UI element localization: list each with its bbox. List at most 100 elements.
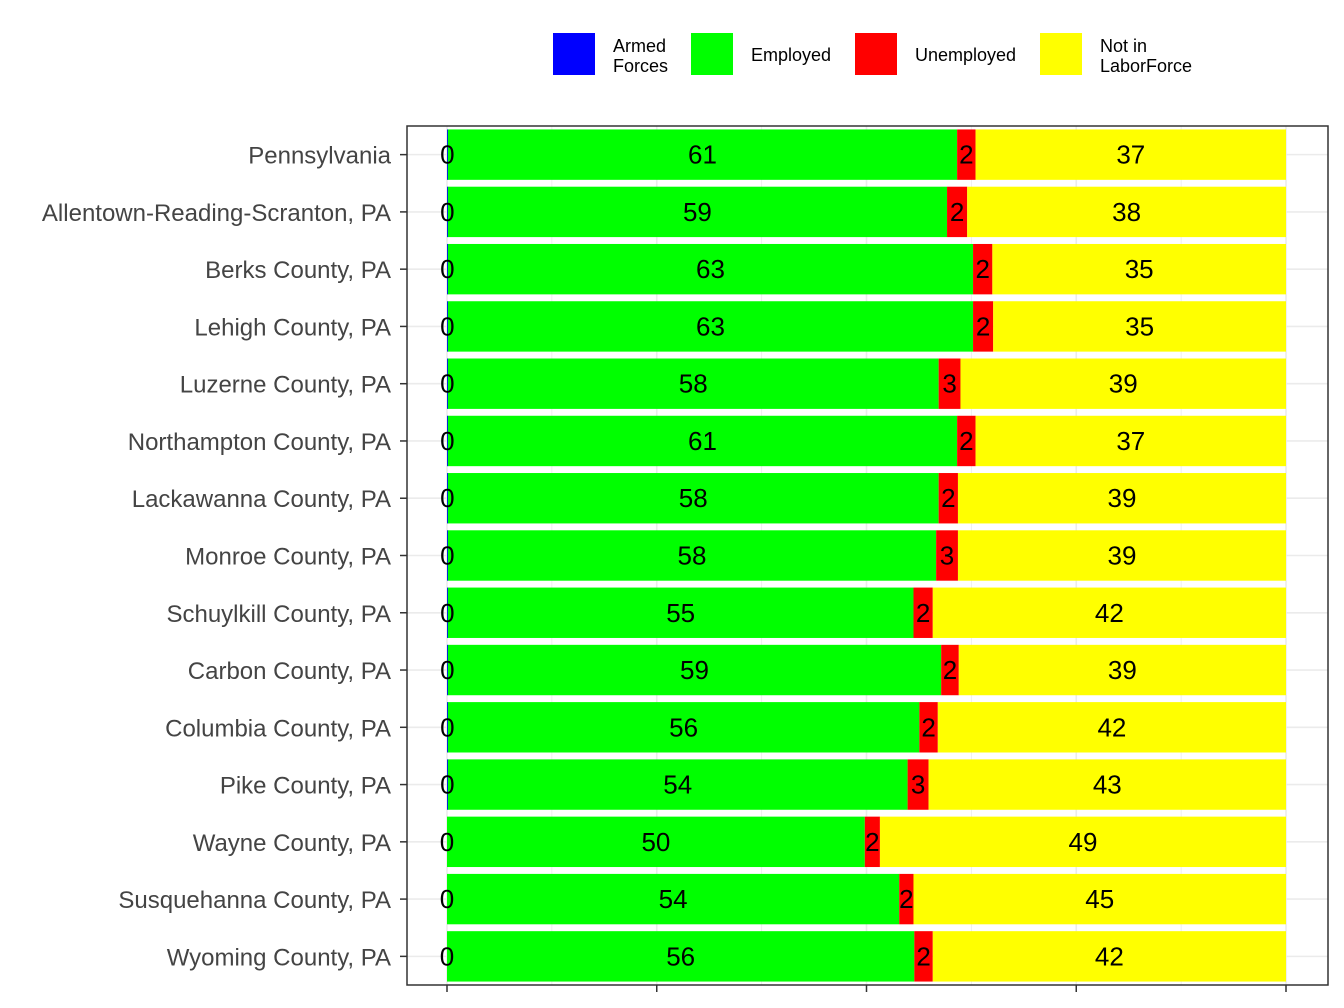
- bar-not-in-laborforce: [958, 644, 1286, 696]
- bar-armed-forces: [447, 301, 449, 352]
- bar-armed-forces: [447, 358, 449, 409]
- data-label-armed-forces: 0: [440, 941, 454, 971]
- category-label: Wayne County, PA: [193, 830, 391, 857]
- bar-unemployed: [899, 873, 914, 925]
- data-label-not-in-laborforce: 45: [1085, 884, 1114, 914]
- data-labels: 0 61 2 370 59 2 380 63 2 350 63 2 350 58 3 390 61 2 370 58 2…: [440, 140, 1154, 972]
- data-label-employed: 56: [669, 712, 698, 742]
- bar-unemployed: [907, 759, 929, 810]
- data-label-not-in-laborforce: 38: [1112, 197, 1141, 227]
- legend-label-armed-forces: Armed Forces: [613, 36, 668, 76]
- bar-armed-forces: [447, 759, 449, 810]
- bar-employed: [447, 243, 974, 295]
- bar-not-in-laborforce: [975, 129, 1286, 180]
- category-label: Berks County, PA: [205, 257, 391, 284]
- data-label-armed-forces: 0: [440, 197, 454, 227]
- bar-armed-forces: [447, 129, 449, 180]
- bar-unemployed: [938, 358, 961, 409]
- bar-armed-forces: [447, 473, 449, 524]
- data-label-not-in-laborforce: 35: [1125, 311, 1154, 341]
- data-label-not-in-laborforce: 42: [1097, 712, 1126, 742]
- data-label-unemployed: 2: [899, 884, 913, 914]
- data-label-employed: 58: [679, 369, 708, 399]
- bar-not-in-laborforce: [932, 931, 1286, 982]
- data-label-employed: 61: [688, 426, 717, 456]
- data-label-unemployed: 2: [916, 598, 930, 628]
- data-label-unemployed: 3: [940, 541, 954, 571]
- bar-unemployed: [973, 243, 993, 295]
- data-label-armed-forces: 0: [440, 483, 454, 513]
- bar-not-in-laborforce: [957, 530, 1286, 581]
- bar-armed-forces: [447, 243, 449, 295]
- bar-not-in-laborforce: [957, 473, 1286, 524]
- bar-employed: [447, 873, 900, 925]
- data-label-armed-forces: 0: [440, 254, 454, 284]
- bar-employed: [447, 186, 948, 238]
- data-label-employed: 58: [679, 483, 708, 513]
- bar-armed-forces: [447, 530, 449, 581]
- data-label-not-in-laborforce: 42: [1095, 598, 1124, 628]
- data-label-not-in-laborforce: 39: [1109, 369, 1138, 399]
- bar-employed: [447, 759, 908, 810]
- data-label-armed-forces: 0: [440, 140, 454, 170]
- data-label-unemployed: 2: [959, 426, 973, 456]
- data-label-unemployed: 2: [975, 254, 989, 284]
- category-label: Susquehanna County, PA: [118, 887, 391, 914]
- data-label-unemployed: 3: [911, 770, 925, 800]
- bar-not-in-laborforce: [932, 587, 1286, 638]
- bar-employed: [447, 816, 865, 868]
- data-label-employed: 59: [683, 197, 712, 227]
- bar-not-in-laborforce: [928, 759, 1286, 810]
- data-label-armed-forces: 0: [440, 311, 454, 341]
- category-label: Carbon County, PA: [188, 658, 391, 685]
- bar-armed-forces: [447, 587, 449, 638]
- data-label-unemployed: 2: [959, 140, 973, 170]
- bar-armed-forces: [447, 415, 449, 467]
- legend-key-unemployed: [855, 33, 897, 75]
- bar-not-in-laborforce: [975, 415, 1286, 467]
- plot-panel-border: [406, 125, 1329, 986]
- legend-label-not-in-laborforce: Not in LaborForce: [1100, 36, 1192, 76]
- bar-not-in-laborforce: [993, 301, 1286, 352]
- data-label-unemployed: 2: [865, 827, 879, 857]
- category-label: Schuylkill County, PA: [166, 601, 391, 628]
- data-label-employed: 56: [666, 941, 695, 971]
- category-label: Monroe County, PA: [185, 544, 391, 571]
- data-label-employed: 58: [678, 541, 707, 571]
- data-label-unemployed: 2: [950, 197, 964, 227]
- bar-not-in-laborforce: [913, 873, 1286, 925]
- bar-unemployed: [947, 186, 968, 238]
- bar-employed: [447, 415, 958, 467]
- data-label-not-in-laborforce: 39: [1108, 483, 1137, 513]
- legend-label-unemployed: Unemployed: [915, 45, 1016, 65]
- data-label-unemployed: 3: [942, 369, 956, 399]
- bar-unemployed: [938, 473, 958, 524]
- data-label-unemployed: 2: [941, 483, 955, 513]
- bar-armed-forces: [447, 644, 449, 696]
- data-label-employed: 50: [641, 827, 670, 857]
- data-label-employed: 63: [696, 311, 725, 341]
- bar-employed: [447, 473, 939, 524]
- bar-employed: [447, 301, 974, 352]
- data-label-not-in-laborforce: 42: [1095, 941, 1124, 971]
- bar-employed: [447, 358, 939, 409]
- bar-unemployed: [957, 129, 976, 180]
- data-label-not-in-laborforce: 35: [1125, 254, 1154, 284]
- data-label-armed-forces: 0: [440, 712, 454, 742]
- bar-not-in-laborforce: [992, 243, 1286, 295]
- bar-unemployed: [913, 587, 933, 638]
- data-label-employed: 63: [696, 254, 725, 284]
- legend-label-employed: Employed: [751, 45, 831, 65]
- data-label-armed-forces: 0: [440, 770, 454, 800]
- bar-employed: [447, 644, 942, 696]
- bar-employed: [447, 702, 920, 753]
- bar-armed-forces: [447, 186, 449, 238]
- data-label-employed: 54: [663, 770, 692, 800]
- bar-unemployed: [919, 702, 938, 753]
- data-label-armed-forces: 0: [440, 426, 454, 456]
- data-label-not-in-laborforce: 43: [1093, 770, 1122, 800]
- data-label-armed-forces: 0: [440, 369, 454, 399]
- bar-employed: [447, 530, 937, 581]
